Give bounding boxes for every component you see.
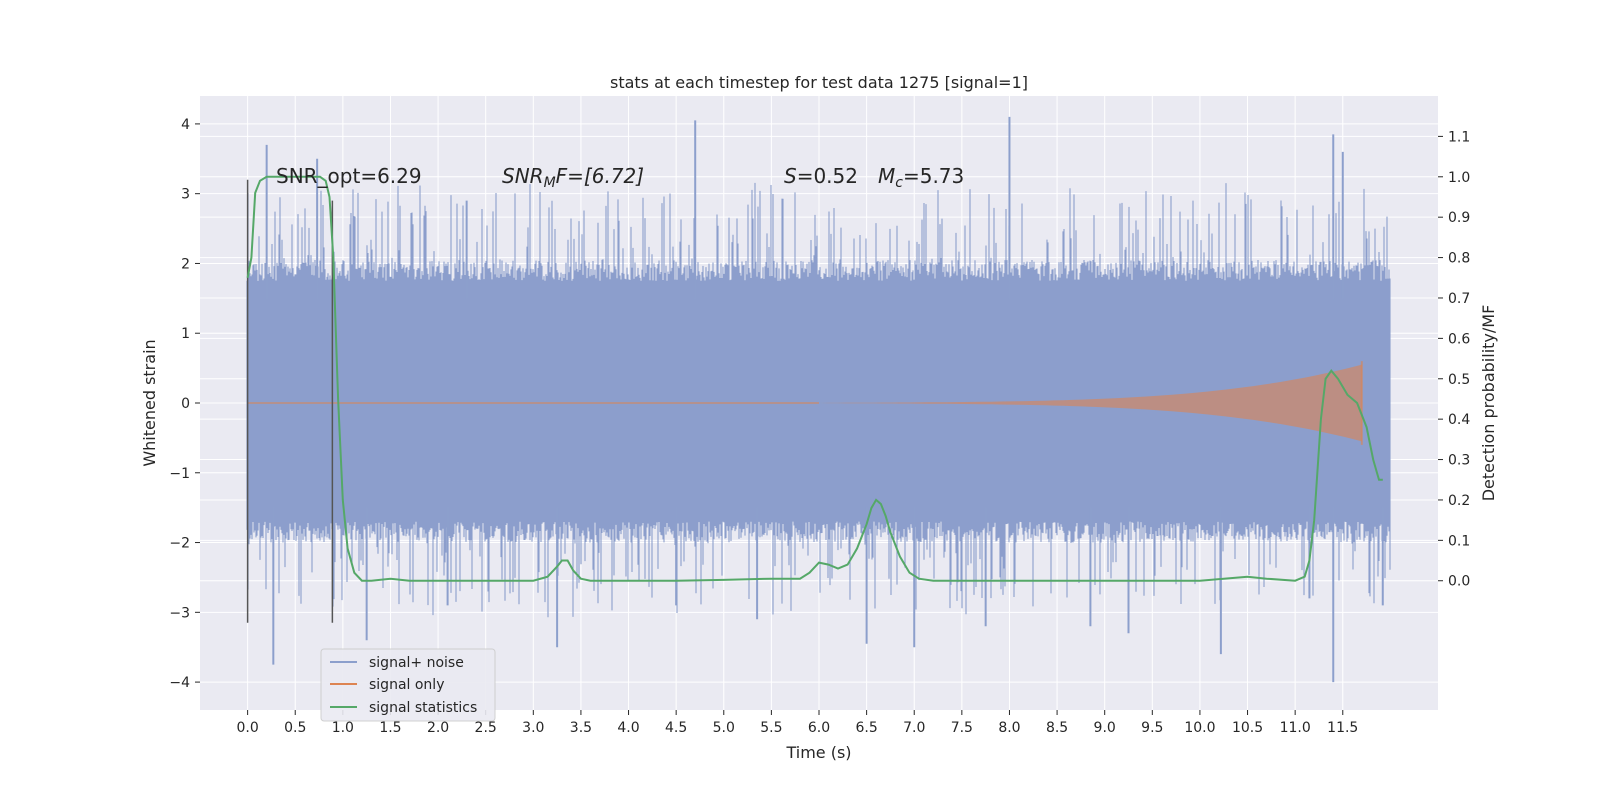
y-tick-label-right: 1.1	[1448, 129, 1470, 145]
mc-annotation: Mc=5.73	[878, 164, 964, 191]
s-value: =0.52	[797, 164, 858, 188]
y-tick-label-right: 0.0	[1448, 574, 1470, 590]
x-tick-label: 0.0	[236, 720, 258, 736]
vertical-markers	[246, 179, 334, 623]
x-tick-label: 11.0	[1280, 720, 1311, 736]
y-tick-label-right: 1.0	[1448, 170, 1470, 186]
y-tick-label: 2	[181, 256, 190, 272]
y-axis-label-right: Detection probability/MF	[1479, 305, 1498, 502]
x-tick-label: 4.5	[665, 720, 687, 736]
signal-only-envelope	[819, 364, 1362, 442]
y-tick-label-right: 0.2	[1448, 493, 1470, 509]
x-tick-label: 8.0	[998, 720, 1020, 736]
snr-opt-annotation: SNR_opt=6.29	[276, 164, 422, 188]
y-tick-label-right: 0.6	[1448, 331, 1470, 347]
x-tick-label: 9.5	[1141, 720, 1163, 736]
statistics-series	[246, 175, 1383, 582]
y-tick-label: −1	[169, 466, 190, 482]
x-tick-label: 10.5	[1232, 720, 1263, 736]
signal-statistics-line	[246, 175, 1383, 582]
x-tick-label: 7.5	[951, 720, 973, 736]
snr-mf-symbol: SNR	[502, 164, 544, 188]
y-tick-label: −3	[169, 605, 190, 621]
x-axis-label: Time (s)	[785, 743, 851, 762]
x-tick-label: 0.5	[284, 720, 306, 736]
s-symbol: S	[784, 164, 797, 188]
y-tick-label: 0	[181, 396, 190, 412]
y-tick-label-right: 0.7	[1448, 291, 1470, 307]
y-tick-label: −4	[169, 675, 190, 691]
x-tick-label: 2.0	[427, 720, 449, 736]
x-ticks: 0.0 0.5 1.0 1.5 2.0 2.5 3.0 3.5 4.0 4.5 5.0 5.5 6.0 6…	[236, 710, 1358, 736]
snr-mf-rest: F=[6.72]	[556, 164, 644, 188]
legend: signal+ noise signal only signal statist…	[320, 648, 496, 722]
y-ticks-left: −4 −3 −2 −1 0 1 2 3 4	[169, 117, 200, 691]
x-tick-label: 5.5	[760, 720, 782, 736]
y-tick-label: 4	[181, 117, 190, 133]
y-tick-label-right: 0.4	[1448, 412, 1470, 428]
mc-subscript: c	[895, 175, 903, 191]
y-tick-label: 3	[181, 187, 190, 203]
x-tick-label: 6.5	[855, 720, 877, 736]
legend-label-signal-only: signal only	[369, 677, 444, 693]
chirp-series	[247, 361, 1363, 445]
x-tick-label: 2.5	[475, 720, 497, 736]
y-axis-label: Whitened strain	[140, 339, 159, 466]
snr-mf-annotation: SNRMF=[6.72]	[502, 164, 644, 191]
x-tick-label: 8.5	[1046, 720, 1068, 736]
legend-label-signal-noise: signal+ noise	[369, 655, 464, 671]
x-tick-label: 3.5	[570, 720, 592, 736]
x-tick-label: 9.0	[1094, 720, 1116, 736]
x-tick-label: 7.0	[903, 720, 925, 736]
y-tick-label: −2	[169, 536, 190, 552]
y-tick-label-right: 0.8	[1448, 251, 1470, 267]
x-tick-label: 1.0	[332, 720, 354, 736]
x-tick-label: 11.5	[1327, 720, 1358, 736]
chart-title: stats at each timestep for test data 127…	[610, 73, 1028, 92]
x-tick-label: 6.0	[808, 720, 830, 736]
legend-label-signal-statistics: signal statistics	[369, 700, 477, 716]
y-tick-label: 1	[181, 326, 190, 342]
legend-box	[320, 648, 496, 722]
mc-symbol: M	[878, 164, 895, 188]
snr-mf-subscript: M	[544, 175, 556, 191]
x-tick-label: 1.5	[379, 720, 401, 736]
mc-value: =5.73	[903, 164, 964, 188]
x-tick-label: 4.0	[617, 720, 639, 736]
y-tick-label-right: 0.3	[1448, 453, 1470, 469]
y-tick-label-right: 0.1	[1448, 533, 1470, 549]
y-tick-label-right: 0.5	[1448, 372, 1470, 388]
x-tick-label: 5.0	[713, 720, 735, 736]
y-tick-label-right: 0.9	[1448, 210, 1470, 226]
s-annotation: S=0.52	[784, 164, 858, 188]
x-tick-label: 10.0	[1184, 720, 1215, 736]
x-tick-label: 3.0	[522, 720, 544, 736]
y-ticks-right: 0.0 0.1 0.2 0.3 0.4 0.5 0.6 0.7 0.8 0.9 1.0 1.1	[1438, 129, 1470, 590]
